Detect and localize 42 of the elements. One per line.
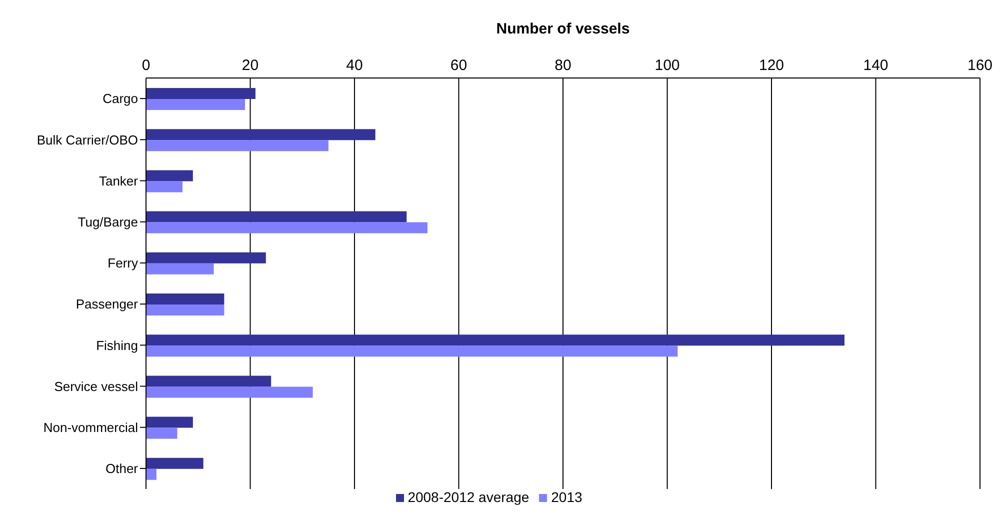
y-tick-label: Tanker — [98, 173, 139, 188]
legend-label: 2008-2012 average — [408, 489, 530, 505]
bar — [146, 211, 407, 222]
bar — [146, 88, 256, 99]
bar — [146, 294, 224, 304]
bar — [146, 263, 214, 274]
y-tick-label: Service vessel — [54, 378, 138, 394]
bar — [146, 468, 156, 480]
x-tick-label: 160 — [967, 57, 993, 74]
y-tick-label: Other — [105, 461, 139, 476]
y-tick-label: Non-vommercial — [43, 420, 138, 435]
x-tick-label: 80 — [554, 57, 572, 74]
bar — [146, 386, 313, 398]
x-tick-label: 60 — [450, 57, 468, 74]
legend-label: 2013 — [551, 489, 582, 505]
x-tick-label: 140 — [863, 57, 888, 74]
bar — [146, 222, 428, 234]
y-tick-label: Ferry — [108, 256, 138, 271]
bar — [146, 181, 182, 192]
bar — [146, 170, 193, 182]
y-tick-label: Cargo — [102, 91, 138, 106]
x-tick-label: 20 — [242, 57, 259, 74]
bar — [146, 346, 678, 357]
y-tick-label: Passenger — [76, 296, 139, 312]
x-tick-label: 40 — [346, 57, 363, 74]
bar — [146, 416, 193, 428]
x-tick-label: 120 — [758, 57, 784, 74]
y-tick-label: Tug/Barge — [78, 214, 138, 230]
x-tick-label: 100 — [654, 57, 680, 74]
x-tick-label: 0 — [142, 57, 150, 74]
bar — [146, 129, 376, 140]
bar — [146, 304, 224, 316]
x-axis-title: Number of vessels — [496, 20, 630, 38]
bar — [146, 99, 246, 110]
bar — [146, 458, 204, 469]
y-tick-label: Bulk Carrier/OBO — [36, 132, 138, 148]
bar — [146, 376, 272, 387]
y-tick-label: Fishing — [96, 338, 138, 353]
bar — [146, 140, 328, 152]
bar — [146, 252, 266, 264]
bar — [146, 428, 178, 439]
bar — [146, 334, 844, 346]
